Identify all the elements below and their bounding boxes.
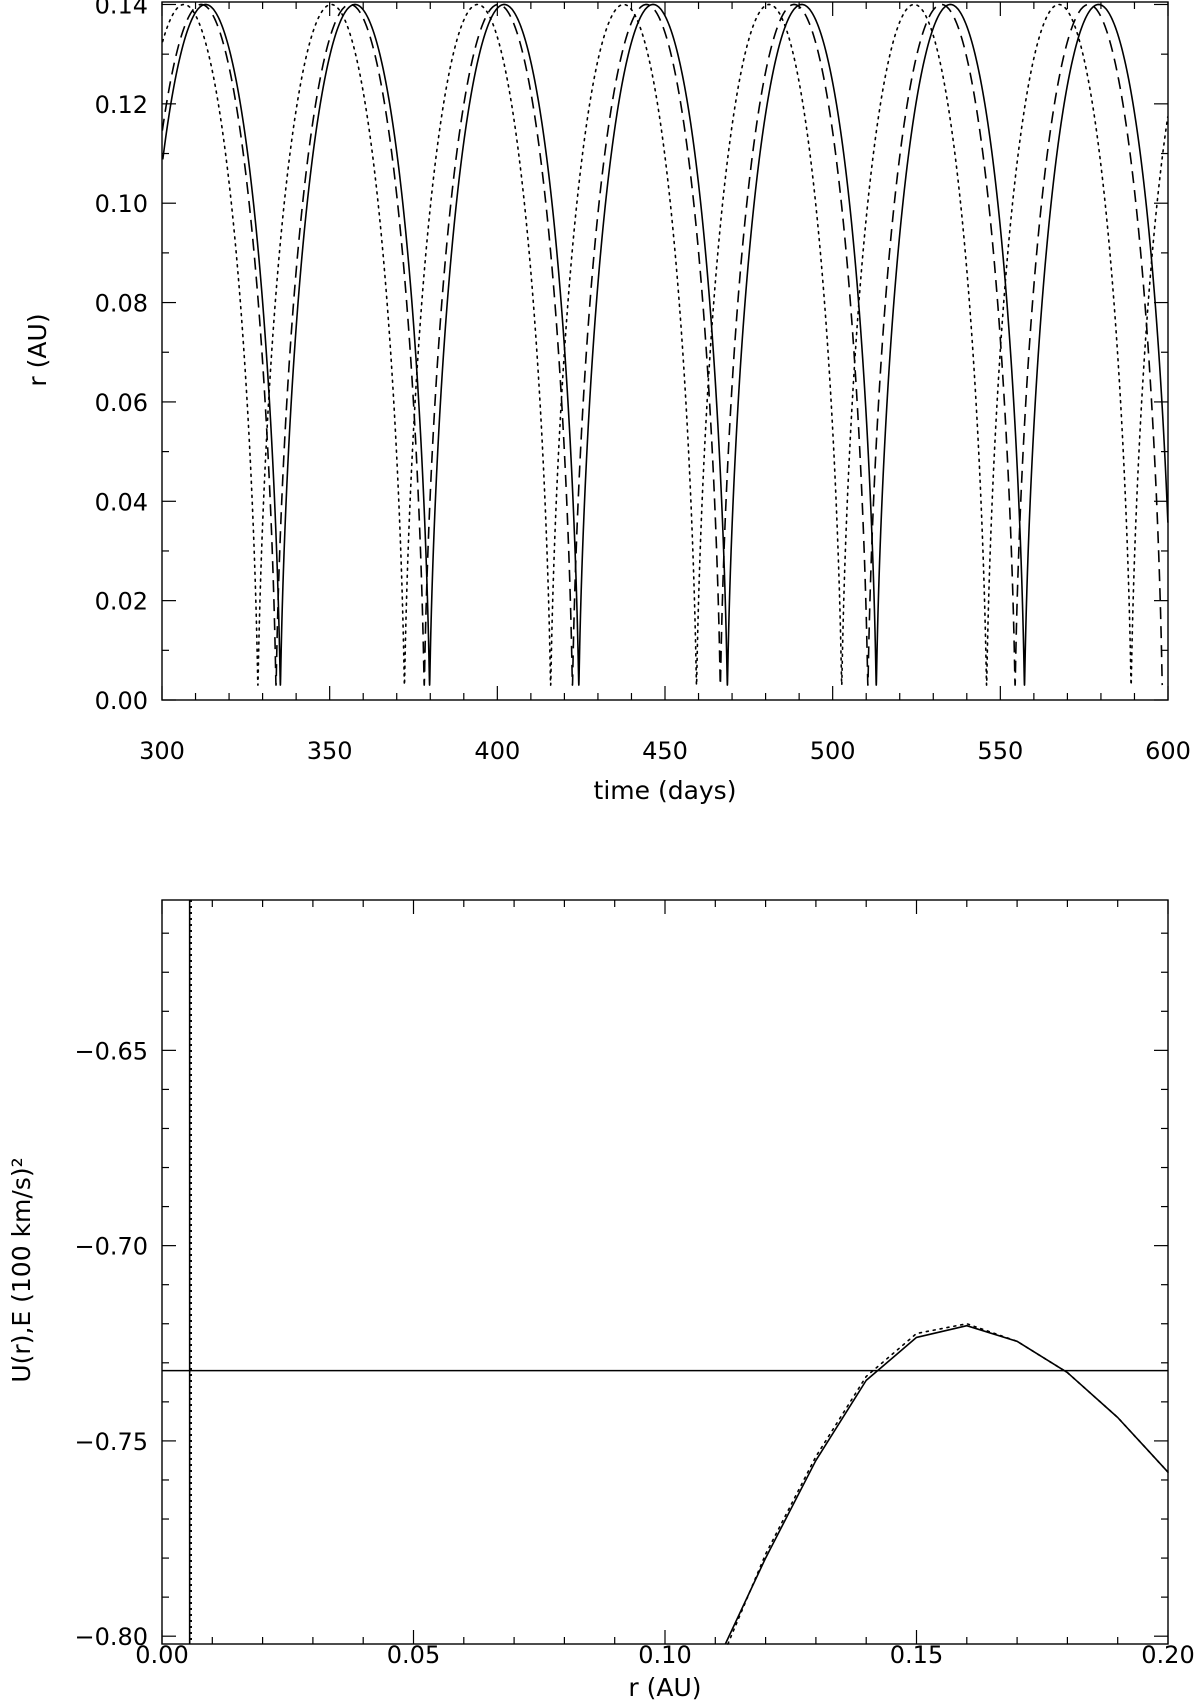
- y-tick-label: 0.02: [95, 588, 148, 616]
- potential-vs-radius-plot: 0.00 0.05 0.10 0.15 0.20 −0.80 −0.75 −0.70 −0.65…: [7, 899, 1195, 1702]
- x-tick-label: 0.15: [890, 1641, 943, 1669]
- y-axis-label-top: r (AU): [23, 313, 52, 386]
- y-tick-label: 0.04: [95, 488, 148, 516]
- x-tick-label: 400: [474, 737, 520, 765]
- x-tick-label: 0.00: [135, 1641, 188, 1669]
- x-tick-label: 0.20: [1141, 1641, 1194, 1669]
- x-tick-label: 600: [1145, 737, 1191, 765]
- x-tick-label: 300: [139, 737, 185, 765]
- potential-curve-dotted: [727, 1322, 1169, 1645]
- curves-bottom: [162, 900, 1169, 1645]
- x-tick-label: 350: [307, 737, 353, 765]
- x-tick-label: 500: [810, 737, 856, 765]
- radius-vs-time-plot: 300 350 400 450 500 550 600 0.00 0.02 0.04 0.06 0.0…: [23, 0, 1191, 805]
- y-tick-label: 0.10: [95, 190, 148, 218]
- potential-curve-solid: [724, 1324, 1169, 1645]
- y-axis-label-bottom: U(r),E (100 km/s)²: [7, 1157, 36, 1382]
- y-tick-label: 0.06: [95, 389, 148, 417]
- y-tick-label: 0.08: [95, 290, 148, 318]
- tick-marks-bottom: [161, 900, 1169, 1644]
- tick-labels-top: 300 350 400 450 500 550 600 0.00 0.02 0.04 0.06 0.0…: [95, 0, 1191, 765]
- orbit-curve-dashed: [161, 3, 1164, 686]
- plot-frame-bottom: [161, 899, 1169, 1645]
- x-tick-label: 0.10: [638, 1641, 691, 1669]
- x-tick-label: 550: [977, 737, 1023, 765]
- orbit-curve-solid: [161, 3, 1169, 686]
- tick-labels-bottom: 0.00 0.05 0.10 0.15 0.20 −0.80 −0.75 −0.70 −0.65: [74, 1037, 1194, 1669]
- y-tick-label: 0.00: [95, 687, 148, 715]
- y-tick-label: −0.65: [74, 1037, 148, 1065]
- tick-marks-top: [161, 2, 1169, 701]
- x-tick-label: 450: [642, 737, 688, 765]
- y-tick-label: 0.12: [95, 91, 148, 119]
- y-tick-label: −0.80: [74, 1623, 148, 1651]
- y-tick-label: 0.14: [95, 0, 148, 19]
- x-axis-label-bottom: r (AU): [628, 1673, 701, 1702]
- curves-top: [161, 3, 1169, 686]
- x-tick-label: 0.05: [387, 1641, 440, 1669]
- y-tick-label: −0.70: [74, 1233, 148, 1261]
- orbit-curve-dotted: [161, 3, 1169, 686]
- y-tick-label: −0.75: [74, 1428, 148, 1456]
- x-axis-label-top: time (days): [594, 776, 737, 805]
